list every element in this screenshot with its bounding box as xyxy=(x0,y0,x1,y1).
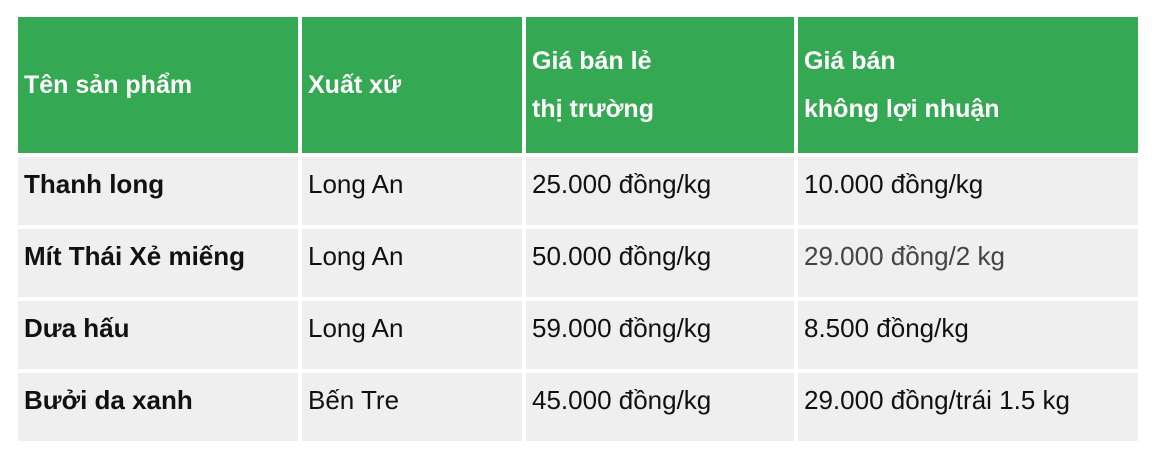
header-product: Tên sản phẩm xyxy=(18,17,298,153)
origin-cell: Long An xyxy=(302,229,522,297)
header-nonprofit-price: Giá bán không lợi nhuận xyxy=(798,17,1138,153)
market-price-cell: 25.000 đồng/kg xyxy=(526,157,794,225)
nonprofit-price-cell: 29.000 đồng/2 kg xyxy=(798,229,1138,297)
price-table: Tên sản phẩm Xuất xứ Giá bán lẻ thị trườn… xyxy=(14,13,1142,445)
origin-cell: Bến Tre xyxy=(302,373,522,441)
header-text: Xuất xứ xyxy=(308,71,402,99)
nonprofit-price-cell: 29.000 đồng/trái 1.5 kg xyxy=(798,373,1138,441)
header-text: Tên sản phẩm xyxy=(24,71,193,99)
product-cell: Mít Thái Xẻ miếng xyxy=(18,229,298,297)
table-row: Bưởi da xanh Bến Tre 45.000 đồng/kg 29.0… xyxy=(18,373,1138,441)
market-price-cell: 50.000 đồng/kg xyxy=(526,229,794,297)
product-cell: Thanh long xyxy=(18,157,298,225)
table-row: Dưa hấu Long An 59.000 đồng/kg 8.500 đồn… xyxy=(18,301,1138,369)
header-text: Giá bán xyxy=(804,47,896,75)
table-row: Mít Thái Xẻ miếng Long An 50.000 đồng/kg… xyxy=(18,229,1138,297)
header-origin: Xuất xứ xyxy=(302,17,522,153)
market-price-cell: 59.000 đồng/kg xyxy=(526,301,794,369)
nonprofit-price-cell: 8.500 đồng/kg xyxy=(798,301,1138,369)
table-row: Thanh long Long An 25.000 đồng/kg 10.000… xyxy=(18,157,1138,225)
nonprofit-price-cell: 10.000 đồng/kg xyxy=(798,157,1138,225)
origin-cell: Long An xyxy=(302,157,522,225)
origin-cell: Long An xyxy=(302,301,522,369)
header-market-price: Giá bán lẻ thị trường xyxy=(526,17,794,153)
product-cell: Dưa hấu xyxy=(18,301,298,369)
header-text: Giá bán lẻ xyxy=(532,47,652,75)
header-text: không lợi nhuận xyxy=(804,95,1000,123)
header-row: Tên sản phẩm Xuất xứ Giá bán lẻ thị trườn… xyxy=(18,17,1138,153)
header-text: thị trường xyxy=(532,95,654,123)
product-cell: Bưởi da xanh xyxy=(18,373,298,441)
market-price-cell: 45.000 đồng/kg xyxy=(526,373,794,441)
